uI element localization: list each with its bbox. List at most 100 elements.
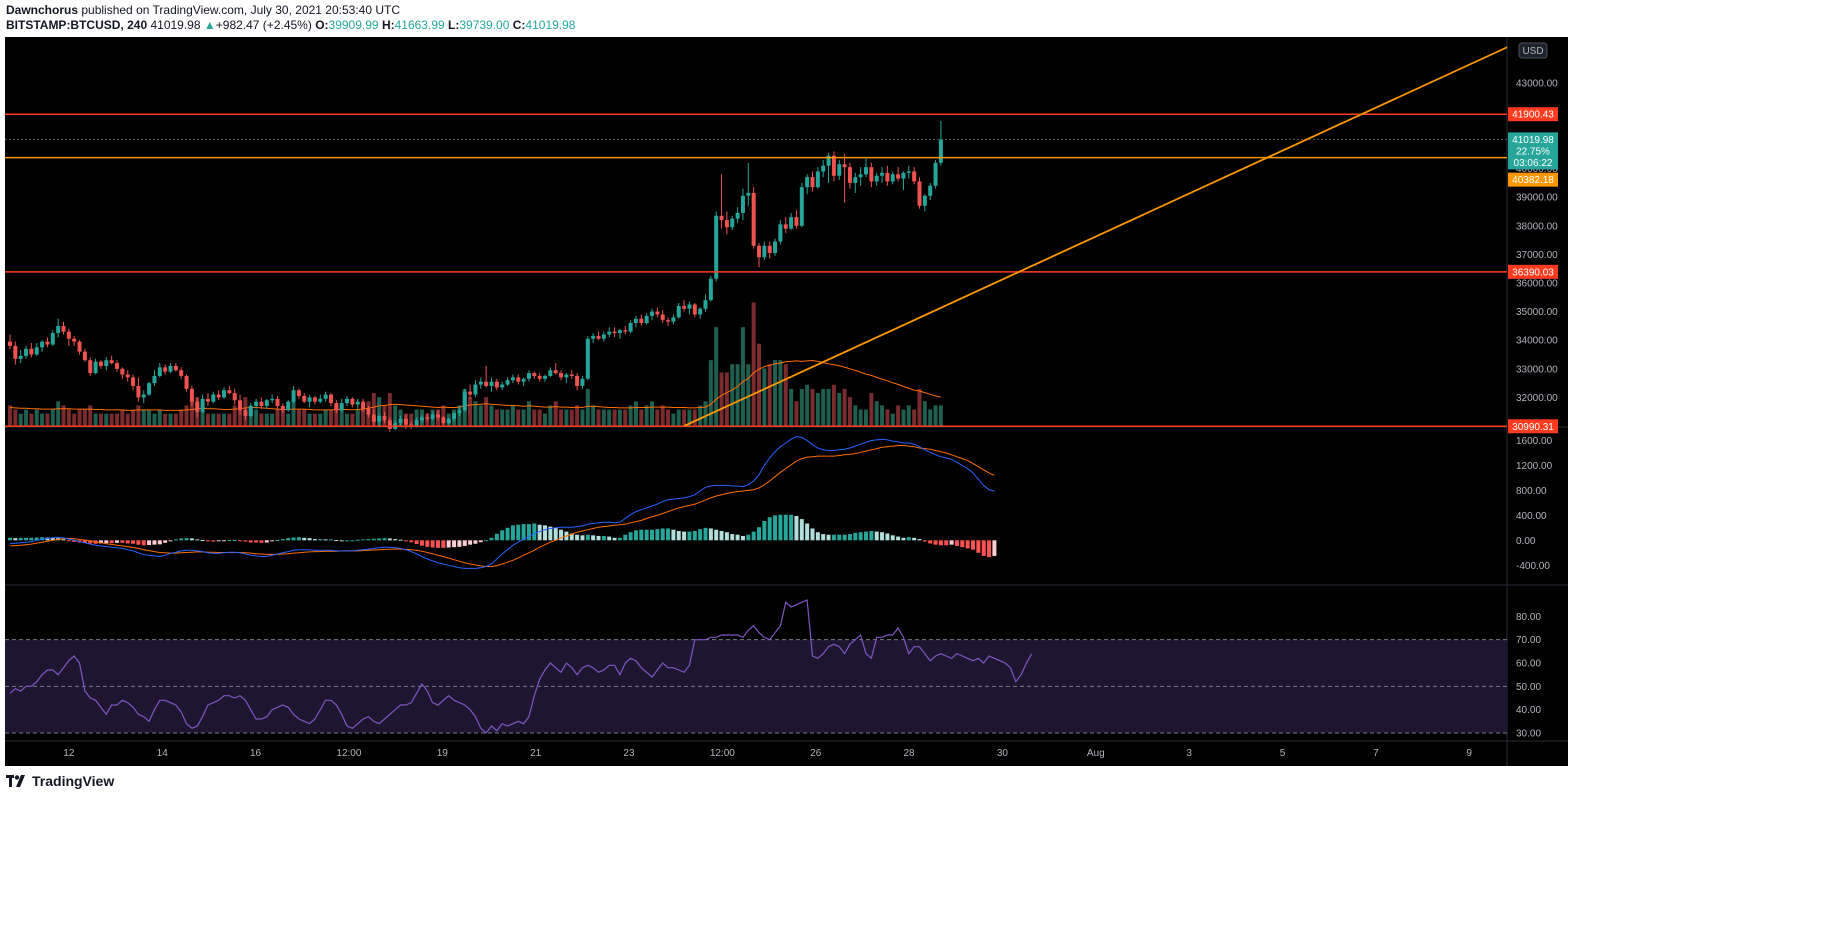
- drawing-lines[interactable]: [5, 37, 1529, 428]
- candle-body: [163, 367, 168, 372]
- volume-bar: [50, 409, 55, 426]
- macd-histogram-bar: [307, 538, 312, 541]
- candle-body: [377, 415, 382, 422]
- candle-body: [168, 365, 173, 372]
- candle-body: [489, 381, 494, 386]
- macd-histogram-bar: [896, 536, 901, 541]
- candle-body: [928, 185, 933, 196]
- candle-body: [880, 172, 885, 176]
- volume-bar: [767, 364, 772, 426]
- macd-histogram-bar: [928, 540, 933, 544]
- volume-bar: [799, 388, 804, 426]
- candle-body: [361, 401, 366, 409]
- high-value: 41663.99: [394, 18, 445, 32]
- time-tick-label: 26: [810, 748, 822, 759]
- macd-histogram-bar: [72, 540, 77, 542]
- macd-histogram-bar: [826, 534, 831, 541]
- low-value: 39739.00: [459, 18, 510, 32]
- candle-body: [612, 331, 617, 334]
- candle-body: [773, 241, 778, 253]
- macd-histogram-bar: [831, 534, 836, 541]
- volume-bar: [173, 413, 178, 426]
- macd-histogram-bar: [414, 540, 419, 545]
- candle-body: [874, 175, 879, 182]
- macd-histogram-bar: [548, 526, 553, 541]
- rsi-tick-label: 50.00: [1516, 682, 1541, 693]
- candle-body: [858, 174, 863, 178]
- rsi-line: [9, 599, 1033, 734]
- price-tick-label: 37000.00: [1516, 250, 1558, 261]
- tradingview-icon: [6, 775, 25, 787]
- macd-histogram-bar: [944, 540, 949, 546]
- macd-histogram-bar: [377, 538, 382, 541]
- macd-histogram-bar: [29, 537, 34, 541]
- volume-bar: [216, 413, 221, 426]
- candle-body: [280, 405, 285, 411]
- candle-body: [184, 375, 189, 389]
- volume-bar: [724, 372, 729, 426]
- macd-histogram-bar: [767, 517, 772, 541]
- macd-histogram-bar: [8, 537, 12, 541]
- symbol-legend: BITSTAMP:BTCUSD, 240 41019.98 ▲+982.47 (…: [6, 18, 575, 32]
- rsi-tick-label: 70.00: [1516, 635, 1541, 646]
- macd-histogram-bar: [500, 530, 505, 541]
- chart-svg[interactable]: 43000.0042000.0041000.0040000.0039000.00…: [0, 0, 1568, 770]
- currency-badge[interactable]: [1518, 42, 1548, 59]
- candle-body: [457, 410, 462, 414]
- trendline[interactable]: [683, 37, 1529, 426]
- candle-body: [708, 278, 713, 301]
- macd-histogram-bar: [457, 540, 462, 547]
- macd-histogram-bar: [569, 533, 574, 541]
- volume-bar: [18, 413, 23, 426]
- volume-bar: [874, 401, 879, 426]
- volume-bar: [585, 388, 590, 426]
- macd-histogram-bar: [115, 540, 119, 543]
- macd-histogram-bar: [526, 524, 531, 541]
- volume-bar: [387, 393, 392, 426]
- macd-histogram-bar: [976, 540, 981, 553]
- tradingview-logo[interactable]: TradingView: [6, 772, 114, 790]
- macd-histogram-bar: [152, 540, 157, 545]
- candle-body: [13, 345, 18, 359]
- candle-body: [216, 394, 221, 398]
- volume-bar: [885, 409, 890, 426]
- publish-info: Dawnchorus published on TradingView.com,…: [6, 3, 400, 17]
- high-label: H:: [381, 18, 395, 32]
- volume-bar: [200, 405, 205, 426]
- macd-histogram-bar: [917, 539, 922, 541]
- volume-bar: [13, 409, 18, 426]
- volume-bar: [596, 409, 601, 426]
- candle-body: [548, 370, 553, 376]
- candle-body: [762, 245, 767, 258]
- volume-bar: [692, 409, 697, 426]
- macd-histogram-bar: [468, 540, 473, 545]
- macd-histogram-bar: [660, 528, 665, 541]
- volume-bar: [698, 405, 703, 426]
- macd-histogram-bar: [650, 529, 654, 541]
- macd-histogram-bar: [655, 529, 660, 541]
- volume-bar: [339, 409, 344, 426]
- volume-bar: [740, 327, 745, 426]
- candle-body: [88, 360, 93, 374]
- candle-body: [778, 224, 783, 242]
- candle-body: [141, 394, 146, 398]
- volume-bar: [147, 409, 152, 426]
- macd-histogram-bar: [243, 540, 248, 542]
- macd-histogram-bar: [954, 540, 959, 546]
- macd-histogram-bar: [516, 524, 521, 541]
- candle-body: [441, 417, 446, 424]
- macd-histogram-bar: [912, 537, 917, 541]
- macd-histogram-bar: [232, 540, 237, 542]
- volume-bar: [205, 413, 210, 426]
- symbol-name[interactable]: BITSTAMP:BTCUSD, 240: [6, 18, 148, 32]
- macd-histogram-bar: [783, 514, 788, 541]
- macd-histogram-bar: [24, 537, 29, 541]
- volume-bar: [837, 393, 842, 426]
- macd-histogram-bar: [880, 532, 885, 541]
- candle-body: [650, 311, 654, 316]
- macd-histogram-bar: [687, 531, 692, 541]
- author-name[interactable]: Dawnchorus: [6, 3, 79, 17]
- candle-body: [120, 368, 125, 375]
- volume-bar: [666, 409, 671, 426]
- macd-histogram-bar: [612, 537, 617, 541]
